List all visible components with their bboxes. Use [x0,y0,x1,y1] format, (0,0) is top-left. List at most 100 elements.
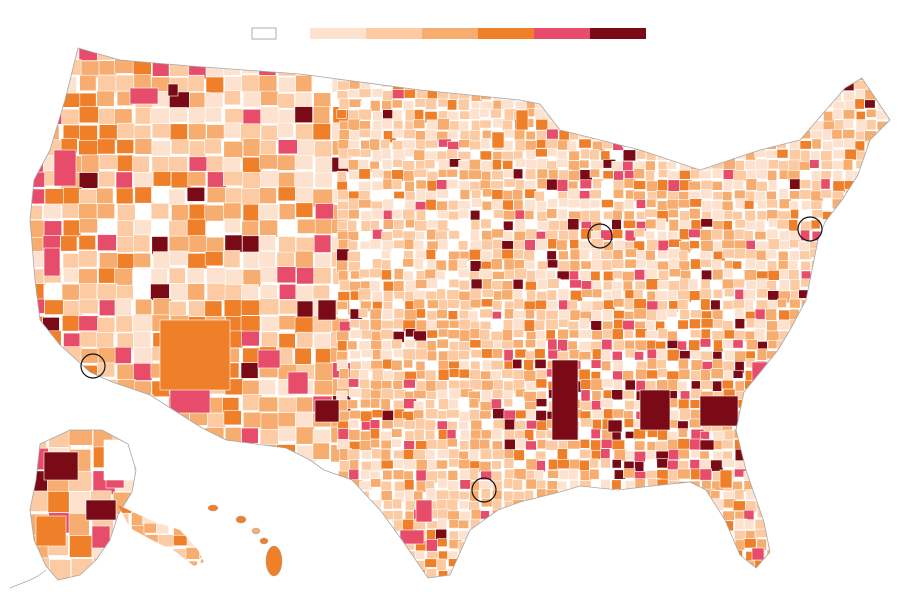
east-county [336,248,350,262]
east-county [633,120,647,131]
east-county [545,100,558,111]
east-county [535,238,548,252]
east-county [842,239,855,251]
east-county [578,88,590,100]
east-county [415,459,429,471]
east-county [678,398,690,411]
east-county [821,270,836,282]
east-county [820,369,833,380]
east-county [723,99,737,109]
east-county [481,59,493,71]
east-county [833,499,846,510]
west-county [241,74,260,93]
east-county [644,550,656,563]
east-county [677,438,691,450]
east-county [855,290,866,302]
east-county [580,260,593,270]
west-county [314,203,335,221]
east-county [733,120,744,130]
east-county [435,259,447,271]
east-county [514,420,526,430]
alaska-panhandle-county [200,535,204,547]
east-county [525,219,538,229]
east-county [470,518,481,532]
east-county [711,229,723,241]
east-county [512,479,523,491]
east-county [503,409,517,420]
east-county [656,90,671,100]
east-county [612,188,624,199]
east-county [381,580,390,589]
east-county [789,88,800,98]
east-county [678,250,689,262]
east-county [359,518,371,531]
east-county [612,120,623,130]
east-county [820,170,832,180]
east-county [558,569,570,578]
east-county [666,308,678,318]
east-county [876,180,890,193]
east-county [358,88,372,98]
east-county [875,570,886,578]
east-county [854,570,868,578]
east-county [358,508,372,522]
east-county [601,191,612,201]
region-cluster-4 [287,371,309,395]
alaska-panhandle-county [185,547,200,560]
east-county [666,339,680,349]
east-county [810,581,823,593]
east-county [458,458,471,470]
east-county [833,79,845,93]
east-county [579,429,591,441]
east-county [514,268,528,280]
east-county [611,259,625,269]
west-county [134,48,151,61]
alaska-county [135,469,136,493]
east-county [391,498,403,510]
east-county [854,180,866,190]
east-county [778,61,789,72]
east-county [690,329,702,339]
east-county [644,530,655,540]
west-county [207,220,227,237]
east-county [568,90,581,101]
east-county [602,290,613,302]
east-county [886,339,890,352]
east-county [799,449,810,461]
east-county [667,248,681,260]
east-county [644,489,658,499]
east-county [448,379,460,390]
east-county [799,400,810,413]
east-county [765,430,777,442]
alaska-panhandle-county [144,547,160,563]
east-county [634,580,646,591]
east-county [711,570,725,578]
east-county [479,119,492,129]
west-county [78,106,99,124]
east-county [765,499,779,512]
east-county [568,58,580,70]
east-county [448,278,460,288]
east-county [568,150,580,161]
east-county [468,169,482,180]
west-county [294,155,314,170]
east-county [809,490,821,499]
east-county [624,379,636,391]
east-county [437,59,451,72]
east-county [733,570,745,578]
west-county [133,442,152,460]
west-county [43,76,61,95]
east-county [810,510,823,523]
east-county [776,109,789,121]
east-county [645,100,656,111]
east-county [622,520,634,533]
east-county [876,228,890,242]
east-county [756,460,769,470]
east-county [809,348,822,358]
east-county [799,348,810,359]
east-county [568,529,582,543]
east-county [525,68,537,79]
east-county [689,129,700,139]
east-county [426,319,438,332]
east-county [776,390,787,402]
